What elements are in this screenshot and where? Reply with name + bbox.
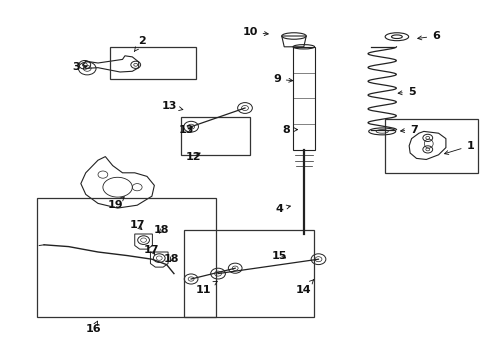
Bar	[293, 47, 315, 150]
Text: 17: 17	[144, 245, 160, 255]
Text: 17: 17	[129, 220, 145, 230]
Text: 6: 6	[418, 31, 440, 41]
Text: 12: 12	[186, 152, 201, 162]
Text: 11: 11	[196, 281, 217, 295]
Text: 4: 4	[275, 204, 291, 214]
Text: 9: 9	[273, 74, 293, 84]
Bar	[385, 119, 478, 173]
Text: 14: 14	[296, 280, 314, 295]
Bar	[181, 117, 250, 155]
Text: 18: 18	[164, 254, 179, 264]
Text: 7: 7	[401, 125, 418, 135]
Bar	[184, 230, 314, 317]
Bar	[110, 47, 196, 79]
Text: 18: 18	[154, 225, 170, 235]
Text: 8: 8	[283, 125, 297, 135]
Text: 3: 3	[72, 62, 87, 72]
Text: 2: 2	[134, 36, 146, 51]
Text: 1: 1	[444, 141, 474, 154]
Text: 13: 13	[178, 125, 194, 135]
Text: 16: 16	[85, 321, 101, 334]
Text: 15: 15	[271, 251, 287, 261]
Text: 5: 5	[398, 87, 416, 97]
Text: 19: 19	[107, 197, 124, 210]
Text: 13: 13	[161, 101, 183, 111]
Text: 10: 10	[242, 27, 268, 37]
Bar	[37, 198, 216, 317]
